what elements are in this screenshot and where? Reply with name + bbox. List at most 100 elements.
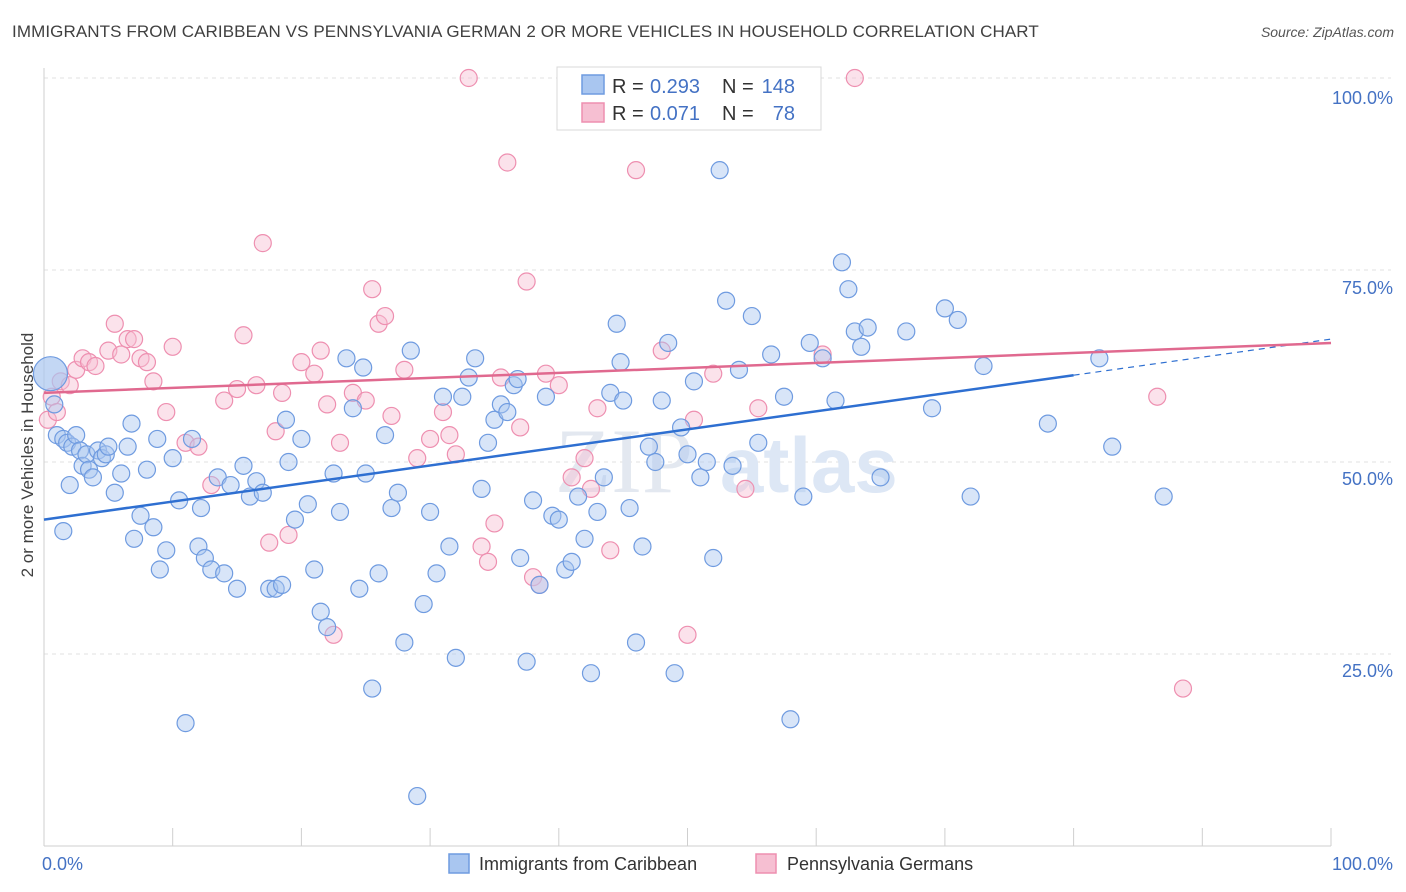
- point-caribbean: [1103, 437, 1122, 456]
- series-legend: Immigrants from Caribbean Pennsylvania G…: [448, 853, 973, 874]
- point-caribbean: [781, 710, 800, 729]
- point-caribbean: [253, 483, 272, 502]
- point-pa-german: [260, 533, 279, 552]
- legend-r-value-blue: 0.293: [650, 76, 700, 98]
- point-caribbean: [163, 449, 182, 468]
- point-caribbean: [227, 579, 247, 598]
- point-caribbean: [32, 356, 69, 392]
- point-caribbean: [652, 391, 671, 410]
- point-pa-german: [408, 449, 427, 468]
- point-pa-german: [215, 391, 234, 410]
- point-caribbean: [832, 253, 852, 272]
- point-caribbean: [112, 464, 131, 483]
- point-caribbean: [234, 456, 253, 475]
- watermark-atlas: atlas: [720, 421, 898, 509]
- point-caribbean: [723, 456, 742, 475]
- point-caribbean: [105, 483, 124, 502]
- point-caribbean: [189, 537, 208, 556]
- point-pa-german: [305, 364, 324, 383]
- grid-layer: [44, 77, 1391, 655]
- point-caribbean: [279, 452, 298, 472]
- point-pa-german: [318, 395, 337, 414]
- point-caribbean: [427, 564, 446, 583]
- point-caribbean: [498, 402, 517, 422]
- point-caribbean: [922, 399, 942, 418]
- point-caribbean: [330, 502, 350, 522]
- legend-bottom-label-blue: Immigrants from Caribbean: [479, 854, 697, 874]
- point-pa-german: [440, 426, 459, 445]
- legend-bottom-swatch-blue: [448, 853, 470, 874]
- point-caribbean: [446, 648, 465, 667]
- point-caribbean: [511, 548, 530, 568]
- point-caribbean: [414, 594, 433, 614]
- y-tick-label-100: 100.0%: [1332, 88, 1393, 108]
- point-caribbean: [671, 418, 691, 437]
- point-pa-german: [845, 68, 864, 88]
- point-pa-german: [472, 537, 491, 556]
- point-caribbean: [122, 414, 141, 433]
- point-caribbean: [633, 537, 652, 556]
- stats-legend: R = 0.293 N = 148 R = 0.071 N = 78: [556, 66, 822, 131]
- point-caribbean: [395, 633, 414, 652]
- point-caribbean: [974, 356, 993, 376]
- point-caribbean: [704, 548, 723, 568]
- point-caribbean: [401, 341, 420, 360]
- point-caribbean: [67, 426, 86, 445]
- point-pa-german: [749, 399, 768, 418]
- point-caribbean: [60, 475, 79, 495]
- point-caribbean: [99, 437, 118, 456]
- point-caribbean: [536, 387, 556, 406]
- point-caribbean: [697, 452, 716, 472]
- point-caribbean: [343, 399, 362, 418]
- point-pa-german: [112, 345, 131, 364]
- legend-bottom-label-pink: Pennsylvania Germans: [787, 854, 973, 874]
- point-caribbean: [215, 564, 234, 583]
- point-caribbean: [337, 349, 356, 368]
- point-caribbean: [466, 349, 485, 368]
- legend-bottom-swatch-pink: [755, 853, 777, 874]
- point-caribbean: [318, 618, 337, 637]
- point-caribbean: [363, 679, 382, 698]
- point-caribbean: [607, 314, 626, 333]
- point-caribbean: [620, 498, 639, 518]
- point-caribbean: [298, 495, 317, 514]
- point-caribbean: [639, 437, 658, 456]
- point-caribbean: [530, 575, 549, 594]
- point-caribbean: [221, 475, 240, 495]
- point-pa-german: [1148, 387, 1167, 406]
- point-caribbean: [311, 602, 330, 621]
- point-pa-german: [279, 525, 298, 545]
- point-caribbean: [626, 633, 646, 652]
- point-pa-german: [562, 468, 581, 487]
- point-pa-german: [588, 399, 607, 418]
- point-caribbean: [935, 299, 955, 318]
- point-caribbean: [594, 468, 613, 487]
- point-pa-german: [118, 330, 137, 349]
- point-caribbean: [774, 387, 794, 406]
- point-pa-german: [234, 326, 253, 345]
- legend-n-label-blue: N =: [722, 76, 754, 98]
- point-caribbean: [575, 529, 594, 548]
- trendline-pa-german: [43, 341, 1332, 395]
- legend-r-label-blue: R =: [612, 76, 644, 98]
- y-axis-title: 2 or more Vehicles in Household: [18, 333, 37, 578]
- point-caribbean: [191, 498, 211, 518]
- point-caribbean: [588, 502, 607, 522]
- point-caribbean: [717, 291, 736, 310]
- point-caribbean: [839, 280, 858, 299]
- point-pa-german: [601, 541, 620, 560]
- point-pa-german: [498, 153, 517, 172]
- point-caribbean: [852, 337, 871, 356]
- point-caribbean: [285, 510, 305, 529]
- point-caribbean: [614, 391, 633, 410]
- point-caribbean: [562, 552, 581, 571]
- point-pa-german: [272, 383, 292, 402]
- point-caribbean: [813, 349, 832, 368]
- point-pa-german: [163, 337, 182, 356]
- legend-n-label-pink: N =: [722, 103, 754, 125]
- blue-points-layer: [32, 161, 1173, 806]
- point-caribbean: [350, 579, 369, 598]
- point-caribbean: [1090, 349, 1109, 368]
- point-caribbean: [148, 429, 167, 449]
